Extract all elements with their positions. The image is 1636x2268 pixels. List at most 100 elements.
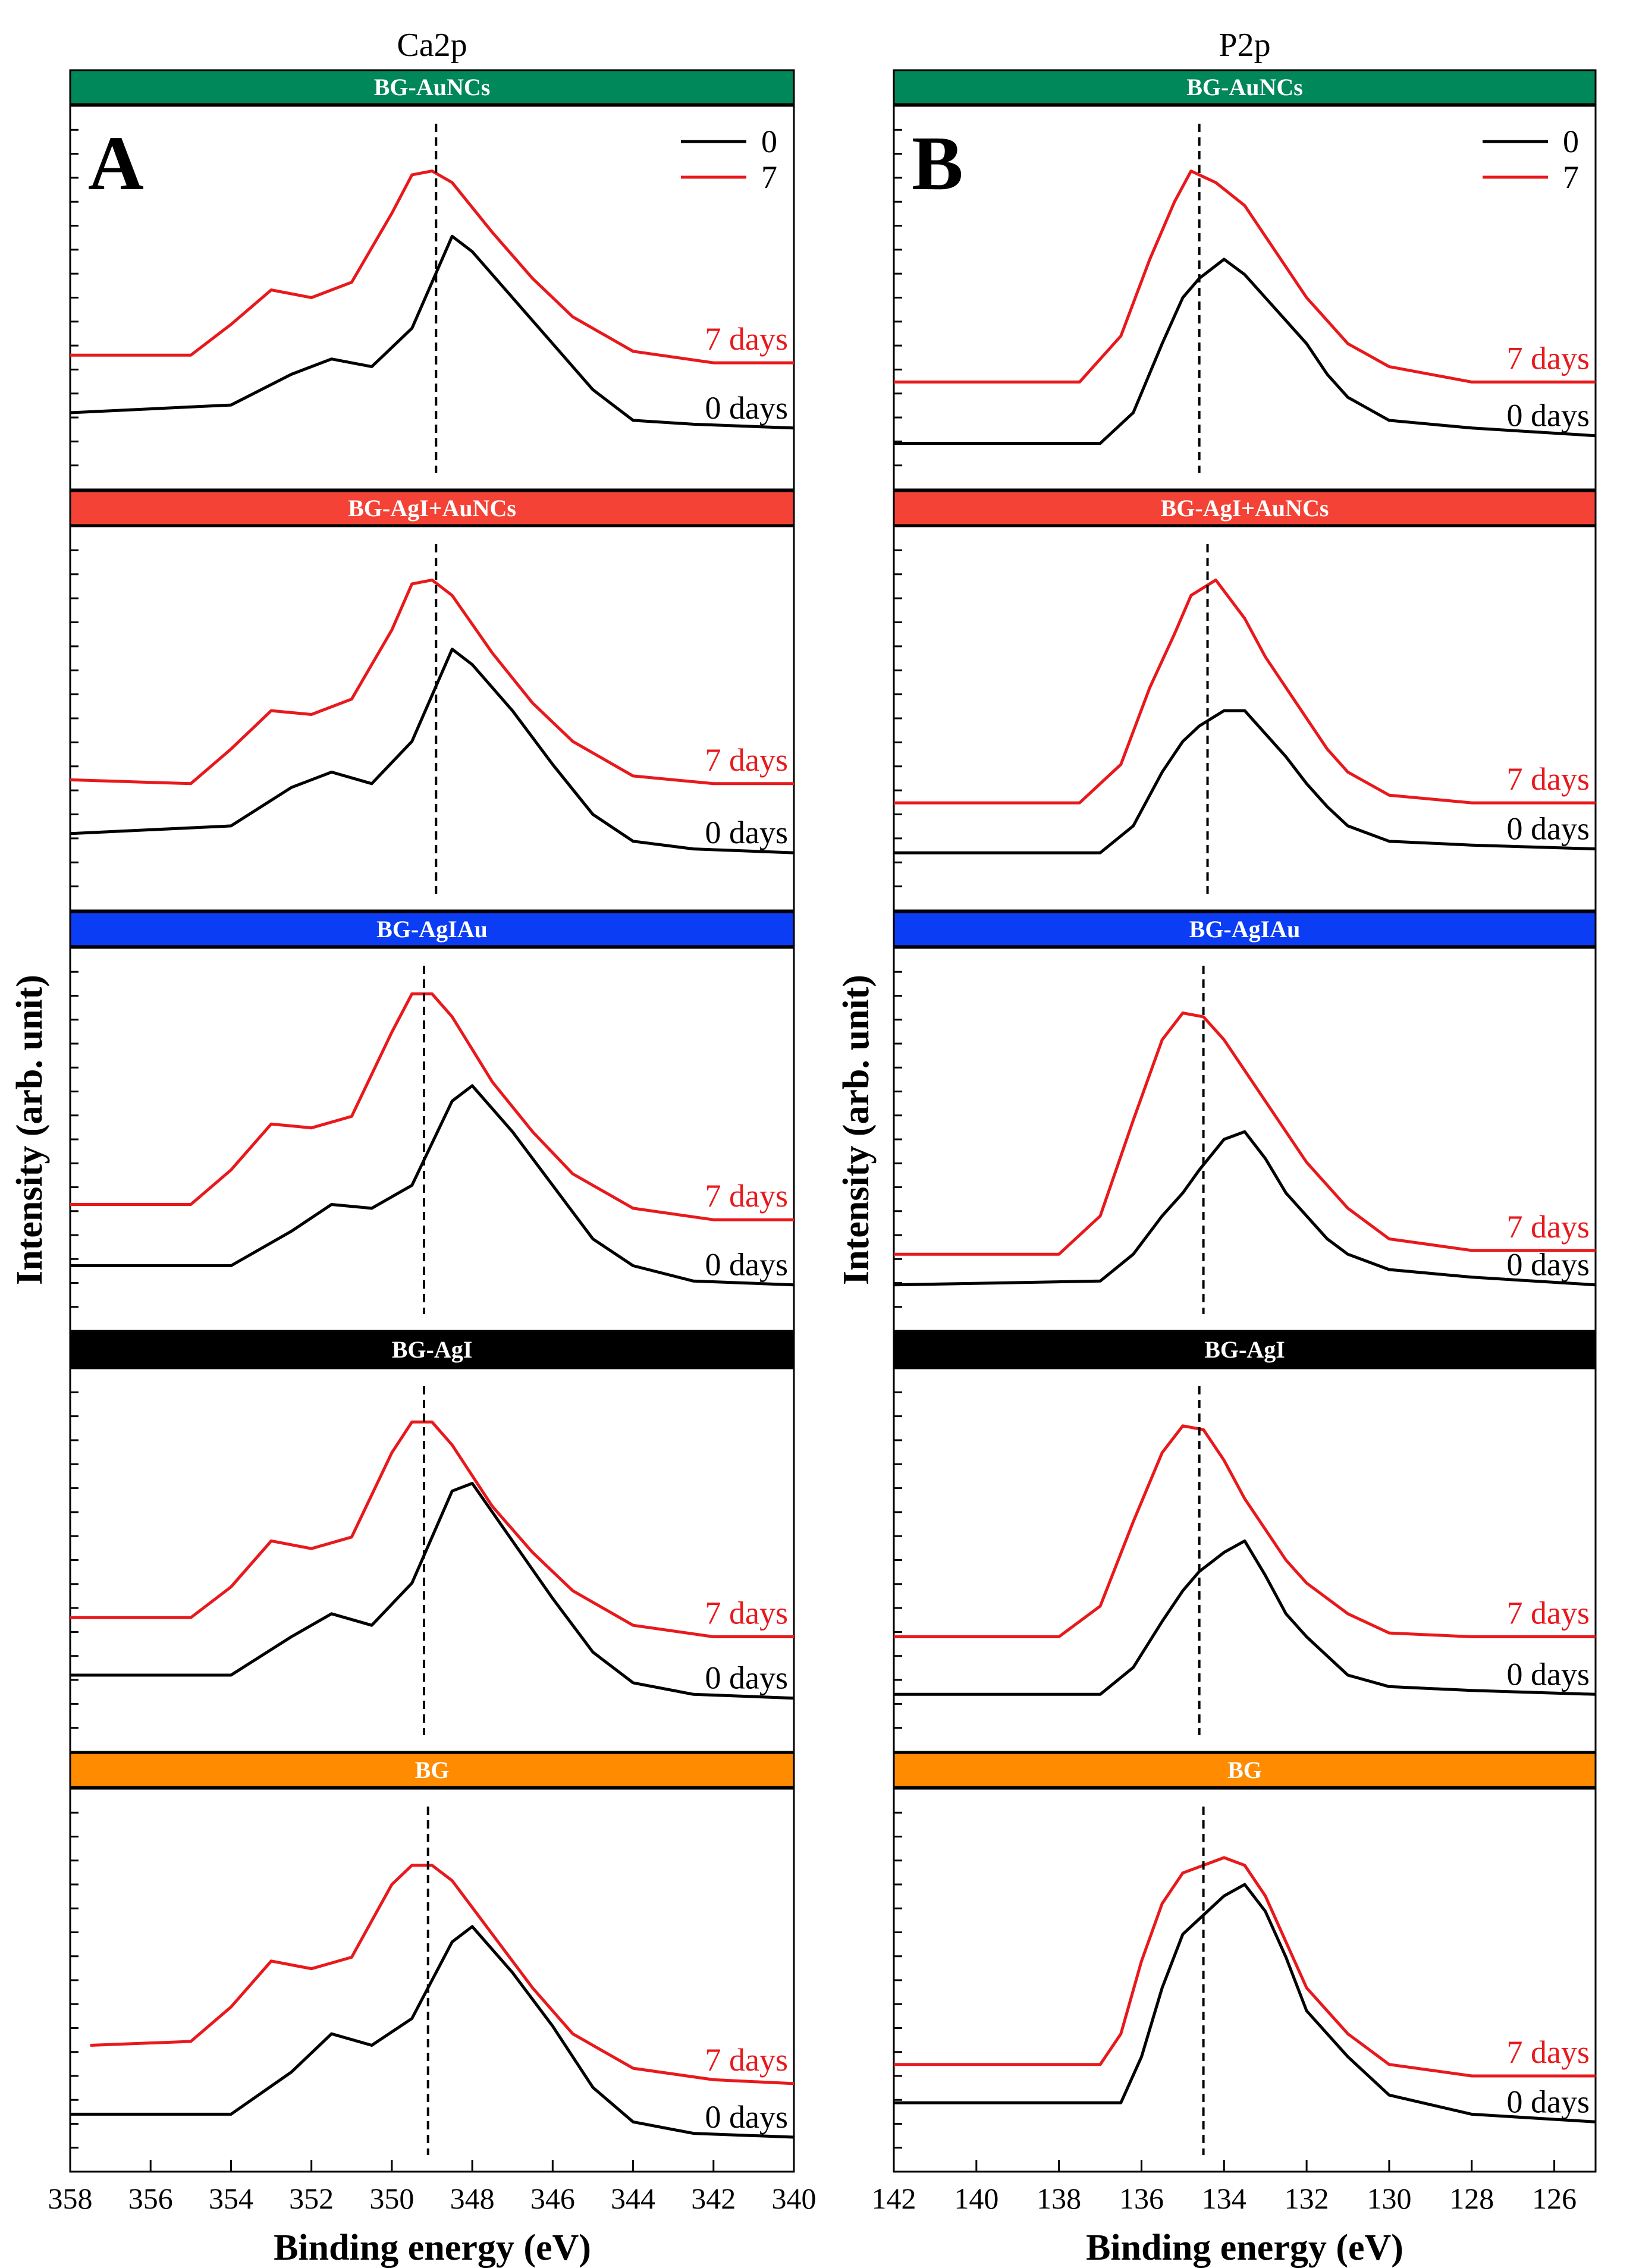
spectrum-0-days xyxy=(894,1883,1596,2123)
sample-header-bar xyxy=(69,69,795,105)
sample-header-label: BG-AuNCs xyxy=(374,74,491,100)
spectrum-7-days xyxy=(894,1856,1596,2078)
label-7-days: 7 days xyxy=(705,321,788,357)
legend-label: 0 xyxy=(1563,124,1579,159)
sample-header-label: BG xyxy=(1227,1757,1262,1783)
label-0-days: 0 days xyxy=(1507,1656,1590,1692)
legend-label: 7 xyxy=(761,159,777,195)
column-title: Ca2p xyxy=(397,27,467,64)
subplot-bg-auncs: BG-AuNCs 7 days 0 days B 07 xyxy=(893,69,1597,491)
x-axis-title-left: Binding energy (eV) xyxy=(274,2228,591,2268)
x-tick-label: 352 xyxy=(289,2182,334,2215)
label-7-days: 7 days xyxy=(705,2042,788,2078)
spectrum-0-days xyxy=(70,1084,795,1287)
subplot-bg-agi: BG-AgI 7 days 0 days xyxy=(69,1331,795,1753)
sample-header-bar xyxy=(69,911,795,947)
x-tick-label: 140 xyxy=(954,2182,998,2215)
x-tick-label: 138 xyxy=(1037,2182,1081,2215)
x-tick-label: 128 xyxy=(1449,2182,1494,2215)
x-tick-label: 354 xyxy=(209,2182,253,2215)
y-axis-title-right: Intensity (arb. unit) xyxy=(836,975,877,1285)
label-0-days: 0 days xyxy=(705,2099,788,2135)
label-0-days: 0 days xyxy=(1507,2084,1590,2119)
label-0-days: 0 days xyxy=(705,1660,788,1696)
label-0-days: 0 days xyxy=(705,815,788,850)
sample-header-bar xyxy=(69,490,795,526)
plot-frame xyxy=(69,525,795,912)
spectrum-7-days xyxy=(70,1420,794,1638)
x-axis-title-right: Binding energy (eV) xyxy=(1086,2228,1403,2268)
x-tick-label: 130 xyxy=(1367,2182,1411,2215)
x-tick-label: 126 xyxy=(1532,2182,1577,2215)
panel-a: Ca2p BG-AuNCs 7 days 0 days A 07 BG-AgI+AuNCs 7… xyxy=(48,27,817,2215)
x-tick-label: 340 xyxy=(772,2182,817,2215)
spectrum-7-days xyxy=(894,169,1596,384)
label-7-days: 7 days xyxy=(1507,761,1590,797)
plot-frame xyxy=(69,947,795,1332)
spectrum-0-days xyxy=(70,1925,795,2139)
sample-header-label: BG-AgI+AuNCs xyxy=(1161,495,1329,522)
spectrum-7-days xyxy=(894,1424,1596,1638)
sample-header-bar xyxy=(69,1331,795,1368)
subplot-bg: BG 7 days 0 days 358 356 354 352 350 348 346 344 34… xyxy=(48,1752,817,2215)
label-0-days: 0 days xyxy=(705,390,788,426)
label-7-days: 7 days xyxy=(1507,1209,1590,1245)
plot-frame xyxy=(893,105,1597,491)
label-7-days: 7 days xyxy=(705,742,788,778)
subplot-bg-agi-auncs: BG-AgI+AuNCs 7 days 0 days xyxy=(893,490,1597,912)
sample-header-label: BG-AgIAu xyxy=(376,916,488,943)
x-tick-label: 134 xyxy=(1202,2182,1246,2215)
label-7-days: 7 days xyxy=(705,1178,788,1214)
label-0-days: 0 days xyxy=(1507,811,1590,847)
sample-header-label: BG xyxy=(415,1757,450,1783)
sample-header-bar xyxy=(69,1752,795,1788)
x-tick-label: 350 xyxy=(369,2182,414,2215)
spectrum-7-days xyxy=(70,578,794,786)
subplot-bg: BG 7 days 0 days 142 140 138 136 134 132 130 128 12… xyxy=(872,1752,1597,2215)
spectrum-0-days xyxy=(70,648,795,855)
panel-letter: B xyxy=(912,121,963,206)
x-tick-label: 142 xyxy=(872,2182,916,2215)
x-tick-label: 132 xyxy=(1285,2182,1329,2215)
x-tick-label: 136 xyxy=(1119,2182,1164,2215)
sample-header-bar xyxy=(893,1752,1597,1788)
spectrum-7-days xyxy=(894,578,1596,805)
x-tick-label: 346 xyxy=(530,2182,575,2215)
label-7-days: 7 days xyxy=(1507,2034,1590,2070)
label-7-days: 7 days xyxy=(1507,1595,1590,1631)
spectrum-0-days xyxy=(70,1482,795,1700)
x-tick-label: 342 xyxy=(691,2182,736,2215)
sample-header-label: BG-AgI+AuNCs xyxy=(348,495,516,522)
panel-letter: A xyxy=(88,121,144,206)
sample-header-label: BG-AgI xyxy=(1204,1336,1285,1363)
column-title: P2p xyxy=(1219,27,1270,64)
sample-header-label: BG-AgI xyxy=(392,1336,473,1363)
spectrum-0-days xyxy=(894,257,1596,445)
spectrum-0-days xyxy=(70,234,795,430)
spectrum-7-days xyxy=(70,169,794,365)
x-tick-label: 356 xyxy=(128,2182,173,2215)
subplot-bg-auncs: BG-AuNCs 7 days 0 days A 07 xyxy=(69,69,795,491)
label-0-days: 0 days xyxy=(705,1247,788,1283)
spectrum-0-days xyxy=(893,1130,1596,1287)
y-axis-title-left: Intensity (arb. unit) xyxy=(10,975,50,1285)
sample-header-label: BG-AuNCs xyxy=(1186,74,1303,100)
spectrum-0-days xyxy=(894,1539,1596,1696)
x-tick-label: 344 xyxy=(611,2182,655,2215)
sample-header-bar xyxy=(893,911,1597,947)
label-0-days: 0 days xyxy=(1507,1247,1590,1283)
sample-header-bar xyxy=(893,490,1597,526)
spectrum-7-days xyxy=(894,1012,1596,1256)
x-tick-label: 358 xyxy=(48,2182,93,2215)
sample-header-label: BG-AgIAu xyxy=(1189,916,1301,943)
sample-header-bar xyxy=(893,1331,1597,1368)
spectrum-7-days xyxy=(70,992,794,1221)
subplot-bg-agi-auncs: BG-AgI+AuNCs 7 days 0 days xyxy=(69,490,795,912)
legend-label: 7 xyxy=(1563,159,1579,195)
label-7-days: 7 days xyxy=(1507,340,1590,376)
label-7-days: 7 days xyxy=(705,1595,788,1631)
